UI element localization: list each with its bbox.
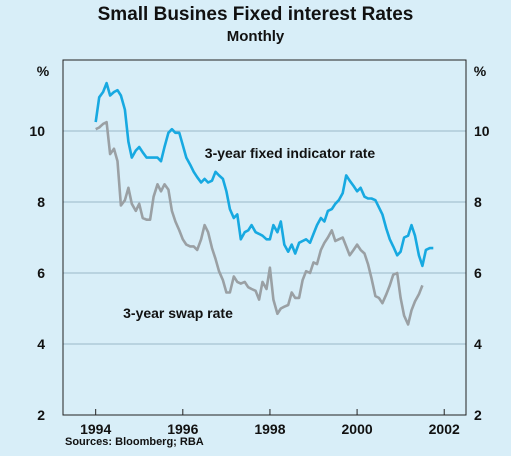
y-tick-label-left: 8: [37, 194, 45, 210]
y-tick-label-right: 4: [474, 336, 482, 352]
y-unit-label-right: %: [474, 63, 487, 79]
y-tick-label-left: 2: [37, 407, 45, 423]
x-tick-label: 1996: [167, 421, 198, 437]
series-line-swap: [95, 120, 424, 326]
y-tick-label-left: 6: [37, 265, 45, 281]
y-tick-label-right: 10: [474, 123, 490, 139]
y-tick-label-right: 2: [474, 407, 482, 423]
x-tick-label: 2000: [342, 421, 373, 437]
series-line-fixed-indicator: [94, 81, 434, 268]
source-note: Sources: Bloomberg; RBA: [65, 436, 204, 448]
x-tick-label: 1998: [254, 421, 285, 437]
series-annotation-fixed: 3-year fixed indicator rate: [205, 145, 376, 161]
y-tick-label-right: 8: [474, 194, 482, 210]
series-annotation-swap: 3-year swap rate: [123, 305, 233, 321]
x-tick-label: 2002: [429, 421, 460, 437]
x-tick-label: 1994: [80, 421, 111, 437]
chart-subtitle: Monthly: [226, 28, 285, 45]
plot-frame: [62, 59, 467, 416]
y-tick-label-left: 4: [37, 336, 45, 352]
y-tick-label-right: 6: [474, 265, 482, 281]
y-tick-label-left: 10: [29, 123, 45, 139]
chart-title: Small Busines Fixed interest Rates: [97, 4, 414, 25]
y-unit-label-left: %: [37, 63, 50, 79]
